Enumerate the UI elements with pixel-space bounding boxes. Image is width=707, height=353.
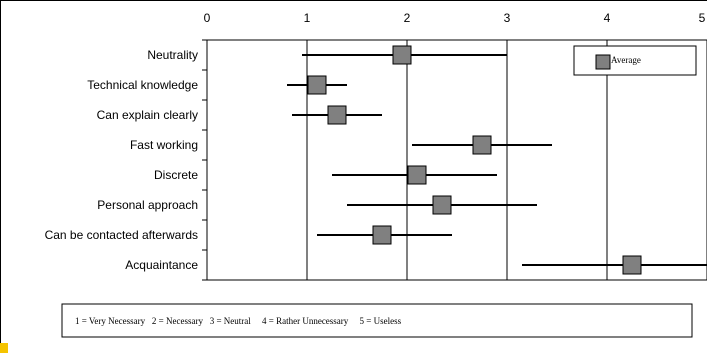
category-labels: Neutrality Technical knowledge Can explain…	[45, 48, 199, 272]
average-marker	[372, 225, 392, 245]
scale-note-frame	[61, 303, 693, 338]
average-marker	[407, 165, 427, 185]
x-tick-label-0: 0	[204, 11, 211, 25]
average-marker	[307, 75, 327, 95]
outer-frame-top	[0, 0, 707, 1]
category-label: Can explain clearly	[97, 108, 198, 122]
x-tick-label-4: 4	[604, 11, 611, 25]
category-label: Neutrality	[147, 48, 198, 62]
average-marker	[622, 255, 642, 275]
legend: Average	[573, 45, 697, 76]
category-label: Personal approach	[97, 198, 198, 212]
average-marker	[432, 195, 452, 215]
scale-note-text: 1 = Very Necessary 2 = Necessary 3 = Neu…	[75, 316, 402, 326]
category-label: Acquaintance	[125, 258, 198, 272]
average-marker	[472, 135, 492, 155]
legend-label: Average	[611, 55, 641, 65]
legend-swatch	[595, 54, 611, 70]
x-tick-label-5: 5	[699, 11, 706, 25]
plot-area	[206, 39, 707, 281]
category-label: Fast working	[130, 138, 198, 152]
x-tick-label-3: 3	[504, 11, 511, 25]
x-tick-label-2: 2	[404, 11, 411, 25]
category-label: Technical knowledge	[87, 78, 198, 92]
x-axis: 0 1 2 3 4 5	[202, 11, 706, 281]
category-label: Discrete	[154, 168, 198, 182]
scale-note-box: 1 = Very Necessary 2 = Necessary 3 = Neu…	[61, 303, 693, 338]
average-marker	[327, 105, 347, 125]
corner-marker	[0, 343, 8, 353]
error-bars	[287, 54, 707, 266]
average-markers	[307, 45, 642, 275]
average-marker	[392, 45, 412, 65]
category-label: Can be contacted afterwards	[45, 228, 198, 242]
x-tick-label-1: 1	[304, 11, 311, 25]
outer-frame-left	[0, 0, 1, 353]
legend-box	[573, 45, 697, 76]
gridlines	[306, 40, 608, 280]
